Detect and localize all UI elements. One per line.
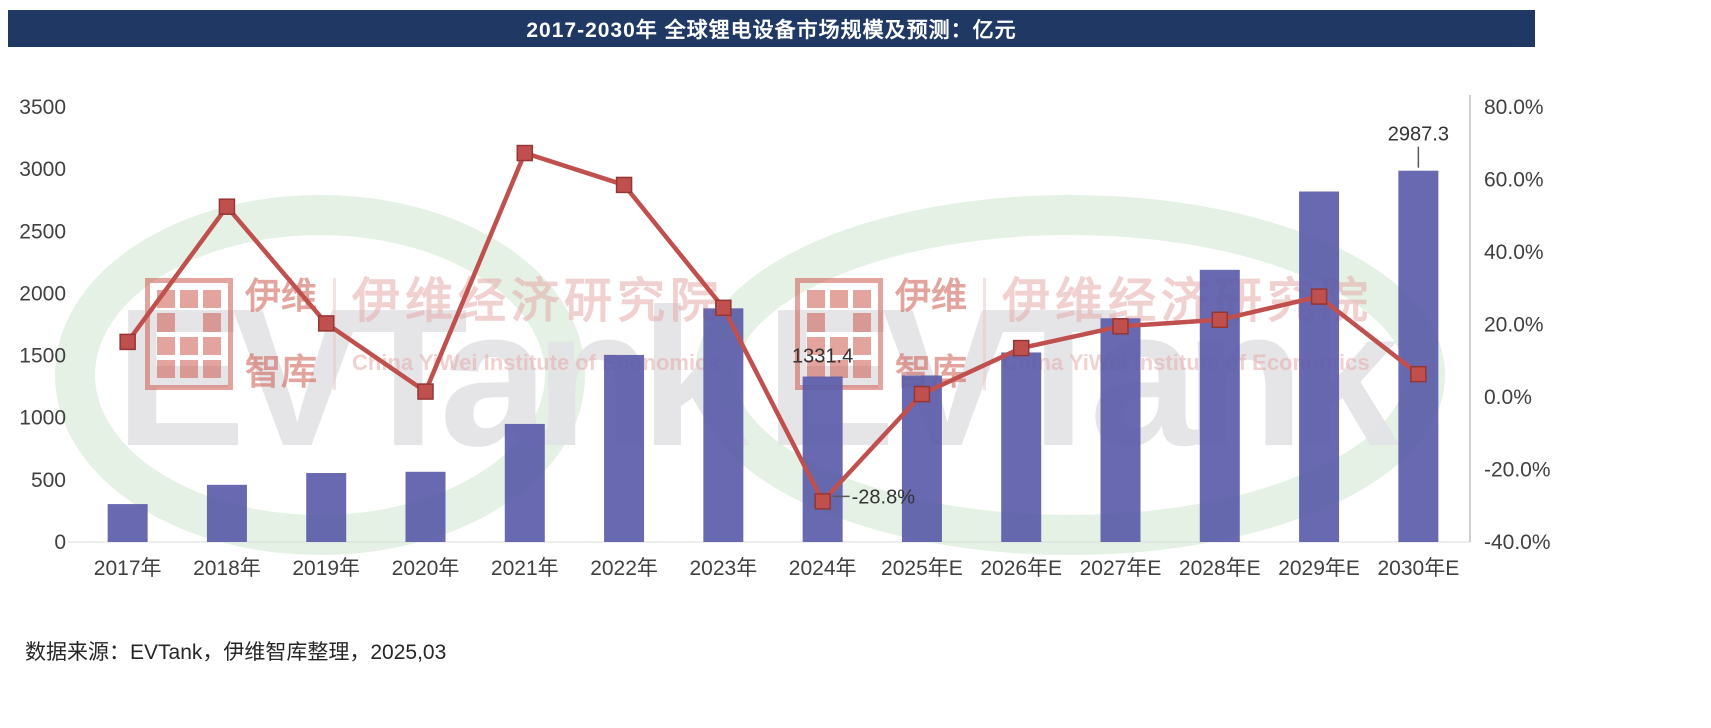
x-axis-label: 2019年 [292, 557, 360, 580]
watermark-logo-char-bottom: 智库 [245, 351, 318, 392]
watermark-cn-name: 伊维经济研究院 [352, 275, 724, 328]
bar-2019年 [306, 473, 347, 542]
x-axis-label: 2018年 [193, 557, 261, 580]
left-axis-tick: 2000 [19, 282, 66, 305]
evtank-logo-icon [145, 278, 233, 390]
growth-marker-2024年 [814, 493, 831, 510]
bar-2029年E [1299, 191, 1340, 542]
bar-2025年E [901, 375, 942, 542]
data-source-text: 数据来源：EVTank，伊维智库整理，2025,03 [25, 641, 447, 664]
growth-marker-2020年 [417, 383, 434, 400]
bar-2021年 [504, 423, 545, 542]
right-axis-tick: 40.0% [1484, 241, 1544, 264]
bar-2024年 [802, 376, 843, 542]
bar-2020年 [405, 471, 446, 542]
x-axis-label: 2030年E [1377, 557, 1459, 580]
x-axis-label: 2027年E [1080, 557, 1162, 580]
growth-marker-2021年 [516, 144, 534, 162]
bar-2018年 [206, 484, 247, 542]
bar-2027年E [1100, 318, 1141, 542]
chart-title-bar: 2017-2030年 全球锂电设备市场规模及预测：亿元 [8, 10, 1535, 47]
growth-marker-2017年 [119, 333, 136, 351]
bar-2017年 [107, 504, 148, 542]
bar-2022年 [604, 354, 645, 542]
left-axis-tick: 500 [31, 469, 66, 492]
watermark-logo-char-top: 伊维 [895, 275, 968, 316]
x-axis-label: 2021年 [491, 557, 559, 580]
x-axis-label: 2023年 [689, 557, 757, 580]
growth-marker-2019年 [317, 315, 335, 332]
growth-marker-2029年E [1310, 288, 1328, 305]
x-axis-label: 2017年 [94, 557, 162, 580]
bar-label-2030: 2987.3 [1388, 124, 1449, 146]
bar-2026年E [1001, 352, 1042, 542]
left-axis-tick: 1500 [19, 345, 66, 368]
growth-marker-2025年E [913, 385, 931, 403]
x-axis-label: 2029年E [1278, 557, 1360, 580]
watermark-divider [333, 278, 337, 390]
left-axis-tick: 2500 [19, 220, 66, 243]
growth-marker-2026年E [1012, 339, 1030, 357]
left-axis-tick: 0 [54, 531, 66, 554]
growth-marker-2022年 [615, 176, 633, 194]
bar-label-2024: 1331.4 [792, 346, 853, 368]
growth-marker-2030年E [1410, 365, 1427, 383]
x-axis-label: 2024年 [789, 557, 857, 580]
chart-title: 2017-2030年 全球锂电设备市场规模及预测：亿元 [526, 18, 1017, 42]
right-axis-tick: -20.0% [1484, 459, 1551, 482]
watermark-right: EVTank 伊维 智库 伊维经济研究院 China YiWei Institu… [735, 185, 1415, 565]
right-axis-tick: -40.0% [1484, 531, 1551, 554]
bar-2030年E [1398, 170, 1439, 542]
growth-marker-2023年 [715, 299, 732, 317]
right-axis-tick: 0.0% [1484, 386, 1532, 409]
watermark-en-name: China YiWei Institute of Economics [352, 350, 720, 375]
left-axis-tick: 3500 [19, 96, 66, 119]
watermark-logo-chars: 伊维 智库 [245, 278, 317, 390]
evtank-logo-icon [795, 278, 883, 390]
x-axis-label: 2028年E [1179, 557, 1261, 580]
growth-line [125, 150, 1420, 504]
x-axis-label: 2020年 [392, 557, 460, 580]
growth-marker-2028年E [1211, 311, 1229, 329]
left-axis-tick: 1000 [19, 407, 66, 430]
right-axis-tick: 80.0% [1484, 96, 1544, 119]
bar-2028年E [1199, 269, 1240, 542]
x-axis-label: 2022年 [590, 557, 658, 580]
bar-2023年 [703, 308, 744, 542]
right-axis-tick: 60.0% [1484, 169, 1544, 192]
right-axis-tick: 20.0% [1484, 314, 1544, 337]
growth-label-2024: -28.8% [852, 486, 916, 508]
watermark-names: 伊维经济研究院 China YiWei Institute of Economi… [352, 278, 723, 376]
growth-marker-2027年E [1112, 318, 1129, 335]
x-axis-label: 2026年E [980, 557, 1062, 580]
growth-marker-2018年 [218, 198, 236, 215]
x-axis-label: 2025年E [881, 557, 963, 580]
left-axis-tick: 3000 [19, 158, 66, 181]
watermark-divider [983, 278, 987, 390]
watermark-logo-row: 伊维 智库 伊维经济研究院 China YiWei Institute of E… [145, 278, 723, 390]
